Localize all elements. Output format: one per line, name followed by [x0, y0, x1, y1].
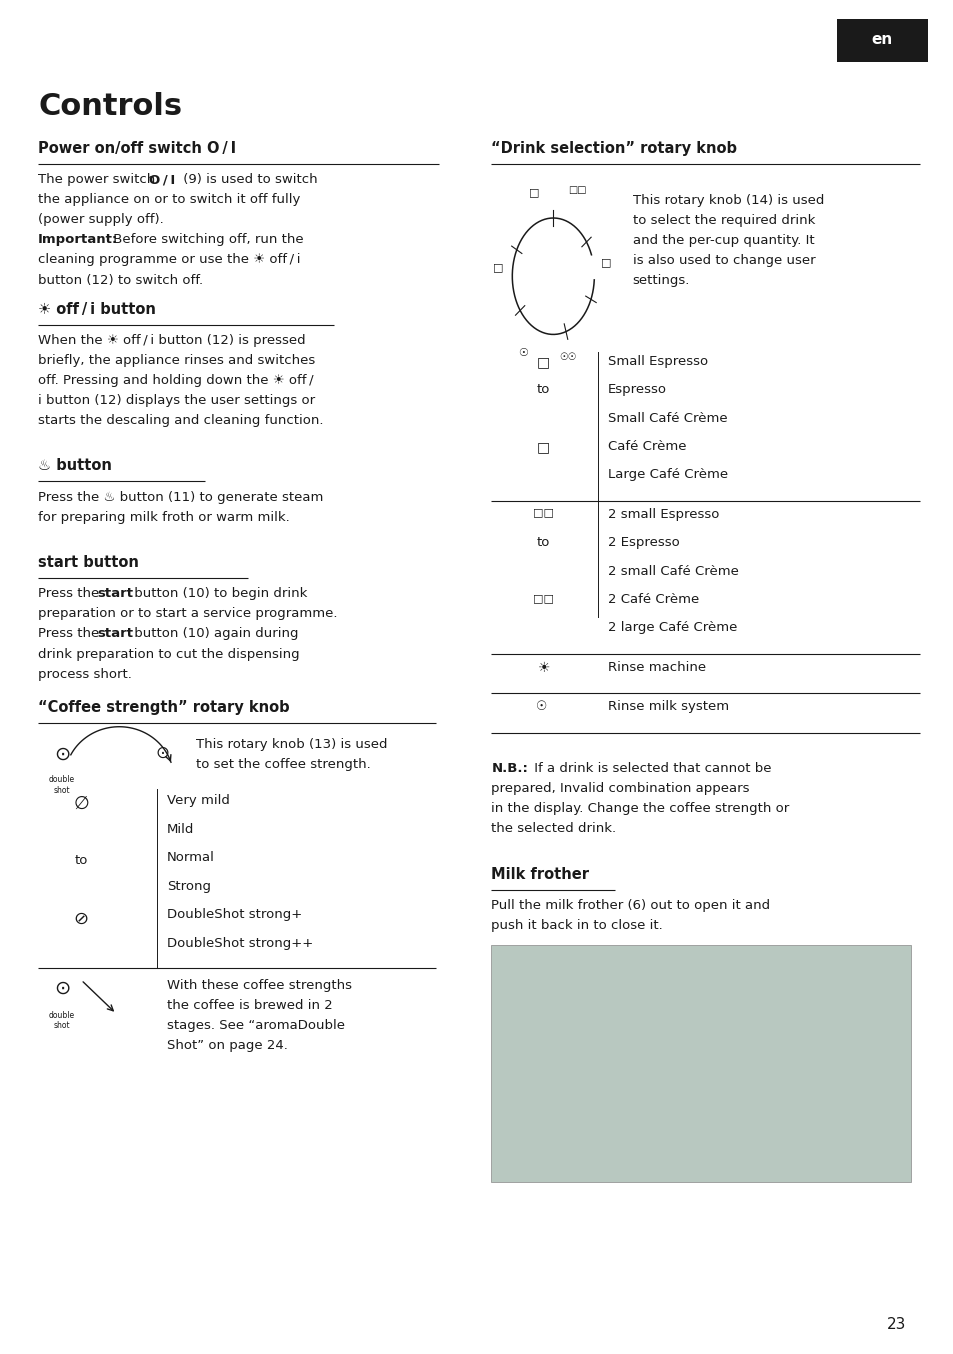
Text: Café Crème: Café Crème — [607, 440, 685, 454]
Text: If a drink is selected that cannot be: If a drink is selected that cannot be — [530, 762, 771, 776]
Text: Press the: Press the — [38, 627, 104, 640]
Text: is also used to change user: is also used to change user — [632, 253, 814, 267]
Text: 2 small Café Crème: 2 small Café Crème — [607, 565, 738, 578]
Text: ☉: ☉ — [517, 348, 527, 357]
Text: process short.: process short. — [38, 668, 132, 681]
Text: preparation or to start a service programme.: preparation or to start a service progra… — [38, 608, 337, 620]
Text: Rinse milk system: Rinse milk system — [607, 700, 728, 714]
Text: cleaning programme or use the ☀ off / i: cleaning programme or use the ☀ off / i — [38, 253, 300, 267]
Text: double
shot: double shot — [49, 776, 75, 795]
Text: stages. See “aromaDouble: stages. See “aromaDouble — [167, 1018, 345, 1032]
Text: Pull the milk frother (6) out to open it and: Pull the milk frother (6) out to open it… — [491, 899, 770, 913]
Text: off. Pressing and holding down the ☀ off /: off. Pressing and holding down the ☀ off… — [38, 374, 314, 387]
Text: With these coffee strengths: With these coffee strengths — [167, 979, 352, 991]
Text: button (12) to switch off.: button (12) to switch off. — [38, 274, 203, 287]
Text: push it back in to close it.: push it back in to close it. — [491, 919, 662, 932]
Text: Normal: Normal — [167, 852, 214, 864]
Text: ☉☉: ☉☉ — [558, 352, 576, 362]
Text: Press the ♨ button (11) to generate steam: Press the ♨ button (11) to generate stea… — [38, 490, 323, 504]
Text: to set the coffee strength.: to set the coffee strength. — [195, 758, 370, 770]
Text: ⊙: ⊙ — [53, 979, 71, 998]
Text: to: to — [74, 854, 88, 867]
Text: When the ☀ off / i button (12) is pressed: When the ☀ off / i button (12) is presse… — [38, 334, 306, 347]
Text: button (10) to begin drink: button (10) to begin drink — [130, 588, 307, 600]
Text: Mild: Mild — [167, 823, 194, 835]
Text: “Drink selection” rotary knob: “Drink selection” rotary knob — [491, 141, 737, 156]
Text: □□: □□ — [533, 508, 554, 517]
Text: Small Espresso: Small Espresso — [607, 355, 707, 368]
Text: 2 Café Crème: 2 Café Crème — [607, 593, 699, 607]
Text: DoubleShot strong++: DoubleShot strong++ — [167, 937, 313, 949]
Text: The power switch: The power switch — [38, 173, 159, 187]
Text: and the per-cup quantity. It: and the per-cup quantity. It — [632, 234, 813, 246]
Text: □□: □□ — [567, 185, 586, 195]
Text: Very mild: Very mild — [167, 795, 230, 807]
Text: N.B.:: N.B.: — [491, 762, 528, 776]
Text: □□: □□ — [533, 593, 554, 603]
Text: to select the required drink: to select the required drink — [632, 214, 814, 226]
Text: i button (12) displays the user settings or: i button (12) displays the user settings… — [38, 394, 314, 408]
Text: to: to — [537, 536, 550, 550]
Text: double
shot: double shot — [49, 1011, 75, 1030]
Text: briefly, the appliance rinses and switches: briefly, the appliance rinses and switch… — [38, 355, 315, 367]
Text: ∅: ∅ — [73, 795, 89, 812]
Text: 23: 23 — [886, 1316, 905, 1332]
Text: □: □ — [537, 440, 550, 454]
Text: Small Café Crème: Small Café Crème — [607, 412, 726, 425]
Text: This rotary knob (13) is used: This rotary knob (13) is used — [195, 738, 387, 750]
Text: Controls: Controls — [38, 92, 182, 121]
Text: Press the: Press the — [38, 588, 104, 600]
Text: drink preparation to cut the dispensing: drink preparation to cut the dispensing — [38, 647, 299, 661]
Text: O / I: O / I — [149, 173, 175, 187]
Text: start: start — [97, 588, 133, 600]
Text: Espresso: Espresso — [607, 383, 666, 397]
Text: to: to — [537, 383, 550, 397]
Text: 2 Espresso: 2 Espresso — [607, 536, 679, 550]
Text: □: □ — [528, 187, 539, 196]
Text: □: □ — [537, 355, 550, 368]
Text: 2 large Café Crème: 2 large Café Crème — [607, 621, 737, 635]
Text: ⊘: ⊘ — [73, 910, 89, 927]
Text: ⊙: ⊙ — [53, 745, 71, 764]
Text: ☉: ☉ — [535, 700, 552, 714]
Text: settings.: settings. — [632, 274, 689, 287]
Text: the appliance on or to switch it off fully: the appliance on or to switch it off ful… — [38, 194, 300, 206]
Text: start button: start button — [38, 555, 139, 570]
Text: Before switching off, run the: Before switching off, run the — [109, 233, 303, 246]
Text: □: □ — [492, 263, 503, 272]
FancyBboxPatch shape — [836, 19, 927, 62]
FancyBboxPatch shape — [491, 945, 910, 1182]
Text: ☀: ☀ — [537, 661, 550, 674]
Text: Important:: Important: — [38, 233, 118, 246]
Text: ☀ off / i button: ☀ off / i button — [38, 302, 156, 317]
Text: start: start — [97, 627, 133, 640]
Text: “Coffee strength” rotary knob: “Coffee strength” rotary knob — [38, 700, 290, 715]
Text: Milk frother: Milk frother — [491, 867, 589, 881]
Text: the selected drink.: the selected drink. — [491, 822, 616, 835]
Text: starts the descaling and cleaning function.: starts the descaling and cleaning functi… — [38, 414, 323, 428]
Text: DoubleShot strong+: DoubleShot strong+ — [167, 909, 302, 921]
Text: in the display. Change the coffee strength or: in the display. Change the coffee streng… — [491, 803, 789, 815]
Text: ♨ button: ♨ button — [38, 458, 112, 474]
Text: This rotary knob (14) is used: This rotary knob (14) is used — [632, 194, 823, 207]
Text: (9) is used to switch: (9) is used to switch — [179, 173, 317, 187]
Text: button (10) again during: button (10) again during — [130, 627, 298, 640]
Text: prepared, Invalid combination appears: prepared, Invalid combination appears — [491, 783, 749, 795]
Text: Power on/off switch O / I: Power on/off switch O / I — [38, 141, 236, 156]
Text: (power supply off).: (power supply off). — [38, 214, 164, 226]
Text: Shot” on page 24.: Shot” on page 24. — [167, 1039, 288, 1052]
Text: en: en — [871, 31, 892, 47]
Text: 2 small Espresso: 2 small Espresso — [607, 508, 719, 521]
Text: Rinse machine: Rinse machine — [607, 661, 705, 674]
Text: □: □ — [599, 257, 611, 267]
Text: Strong: Strong — [167, 880, 211, 892]
Text: the coffee is brewed in 2: the coffee is brewed in 2 — [167, 999, 333, 1011]
Text: for preparing milk froth or warm milk.: for preparing milk froth or warm milk. — [38, 510, 290, 524]
Text: ⊙: ⊙ — [155, 745, 169, 762]
Text: Large Café Crème: Large Café Crème — [607, 468, 727, 482]
